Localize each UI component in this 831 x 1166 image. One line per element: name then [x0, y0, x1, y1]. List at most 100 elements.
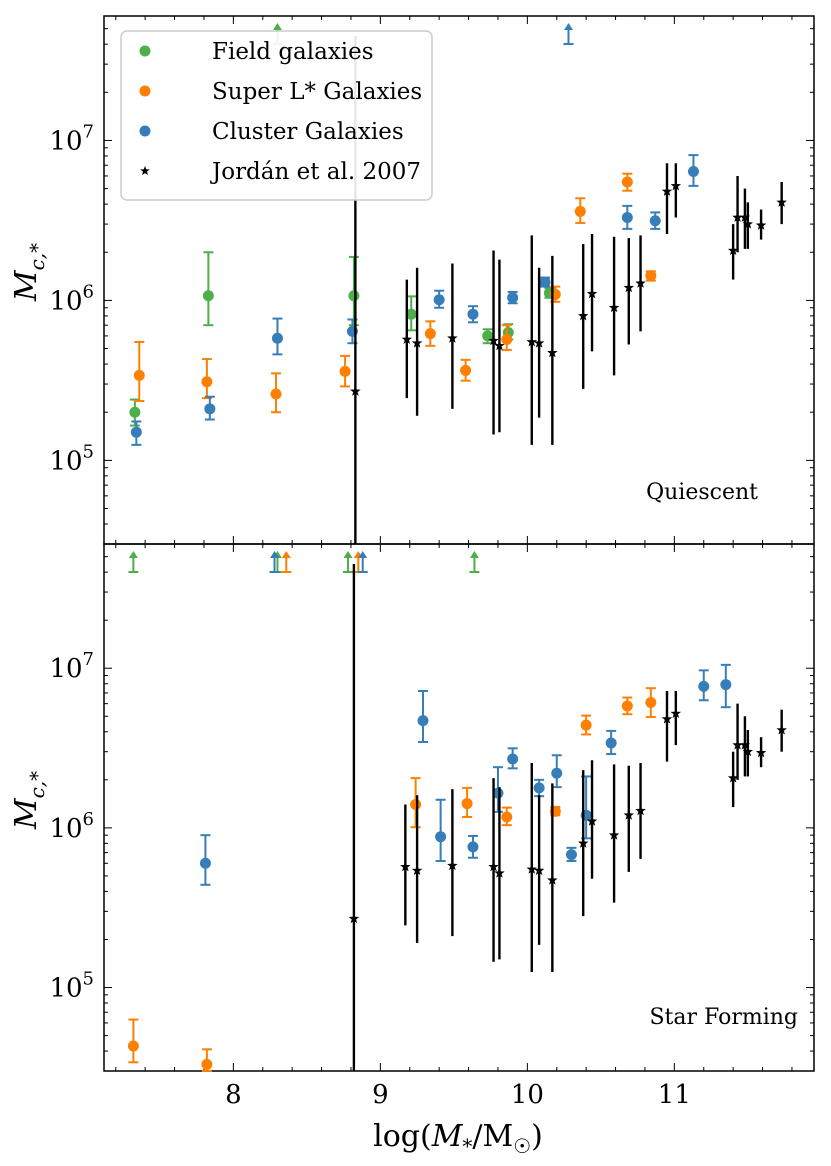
data-point-star [494, 340, 505, 351]
legend-marker [139, 45, 151, 57]
limit-arrow-head [272, 23, 282, 30]
legend-label: Field galaxies [212, 39, 374, 65]
x-tick-label: 8 [225, 1080, 242, 1110]
data-point [130, 426, 142, 438]
data-point-star [533, 865, 545, 876]
x-tick-label: 11 [658, 1080, 691, 1110]
data-point-star [742, 746, 754, 757]
data-point [201, 376, 213, 388]
y-axis-label-bottom: Mc,* [9, 771, 49, 830]
legend-box [120, 30, 433, 201]
data-point [645, 697, 657, 709]
data-point-star [488, 861, 499, 872]
data-point [202, 290, 214, 302]
data-point [621, 700, 633, 712]
data-point [435, 831, 447, 843]
data-point [271, 332, 283, 344]
data-point [467, 308, 479, 320]
data-point-star [586, 815, 598, 826]
data-point-star [526, 336, 537, 347]
data-point-star [577, 310, 589, 321]
series-super-l-galaxies [127, 551, 657, 1072]
data-point-star [670, 708, 682, 719]
data-point-star [533, 337, 545, 348]
data-point [501, 811, 513, 823]
data-point-star [586, 288, 598, 299]
data-point-star [755, 219, 767, 230]
data-point-star [526, 863, 537, 874]
data-point [533, 782, 545, 794]
data-point-star [727, 245, 739, 255]
panel-quiescent: 105 106 107 Quiescent Field galaxies Super L*… [49, 15, 815, 545]
limit-arrow-head [469, 551, 479, 558]
data-point-star [776, 196, 787, 207]
y-tick-label: 105 [49, 969, 94, 1004]
data-point-star [350, 385, 361, 396]
data-point-star [488, 335, 499, 346]
legend-marker [139, 85, 151, 97]
data-point [507, 292, 519, 304]
data-point-star [447, 860, 458, 871]
data-point [201, 1058, 213, 1070]
x-tick-label: 9 [372, 1080, 389, 1110]
data-point [501, 333, 513, 345]
data-point [424, 328, 436, 340]
x-axis-label: log(M*/M☉) [373, 1119, 543, 1158]
series-jord-n-et-al-2007 [348, 563, 787, 1071]
data-point [621, 211, 633, 223]
data-point [433, 294, 445, 306]
legend-label: Cluster Galaxies [212, 119, 404, 145]
data-point [461, 798, 473, 810]
data-point-star [670, 180, 682, 191]
data-point-star [776, 724, 787, 735]
data-point-star [635, 277, 646, 288]
data-point [410, 799, 422, 811]
data-point [127, 1040, 139, 1052]
legend-label: Jordán et al. 2007 [210, 159, 421, 185]
data-point-star [411, 865, 423, 876]
limit-arrow-head [281, 551, 291, 558]
data-point [129, 406, 141, 418]
series-field-galaxies [128, 551, 480, 573]
data-point [574, 205, 586, 217]
series-super-l-galaxies [133, 172, 657, 414]
data-point-star [401, 333, 413, 344]
data-point-star [411, 337, 423, 348]
data-point [199, 857, 211, 869]
data-point-star [742, 218, 754, 229]
data-point-star [608, 829, 620, 840]
data-point [270, 388, 282, 400]
data-point-star [348, 913, 360, 924]
x-tick-label: 10 [511, 1080, 544, 1110]
data-point-star [400, 861, 411, 872]
data-point-star [727, 772, 739, 783]
data-point [133, 369, 145, 381]
data-point-star [661, 185, 673, 196]
panel-star-forming: 8 9 10 11 105 106 107 Star Forming [49, 543, 815, 1110]
data-point-star [447, 332, 458, 343]
data-point-star [547, 347, 558, 358]
data-point [467, 841, 479, 853]
data-point [580, 719, 592, 731]
data-point-star [739, 739, 751, 750]
y-axis-label-top: Mc,* [9, 243, 49, 302]
data-point-star [623, 282, 635, 293]
data-point-star [608, 302, 620, 313]
data-point [339, 365, 351, 377]
legend-marker [139, 125, 151, 137]
panel-label: Star Forming [649, 1005, 798, 1030]
data-point-star [755, 747, 767, 758]
data-point [539, 276, 551, 288]
data-point [720, 679, 732, 691]
data-point [645, 270, 657, 282]
data-point [687, 165, 699, 177]
data-point-star [739, 211, 751, 222]
data-point-star [623, 809, 635, 820]
data-point-star [635, 805, 646, 816]
data-point [621, 176, 633, 188]
data-point [417, 715, 429, 727]
y-tick-label: 106 [49, 281, 94, 316]
legend-marker-star [140, 166, 150, 176]
y-tick-label: 105 [49, 441, 94, 476]
